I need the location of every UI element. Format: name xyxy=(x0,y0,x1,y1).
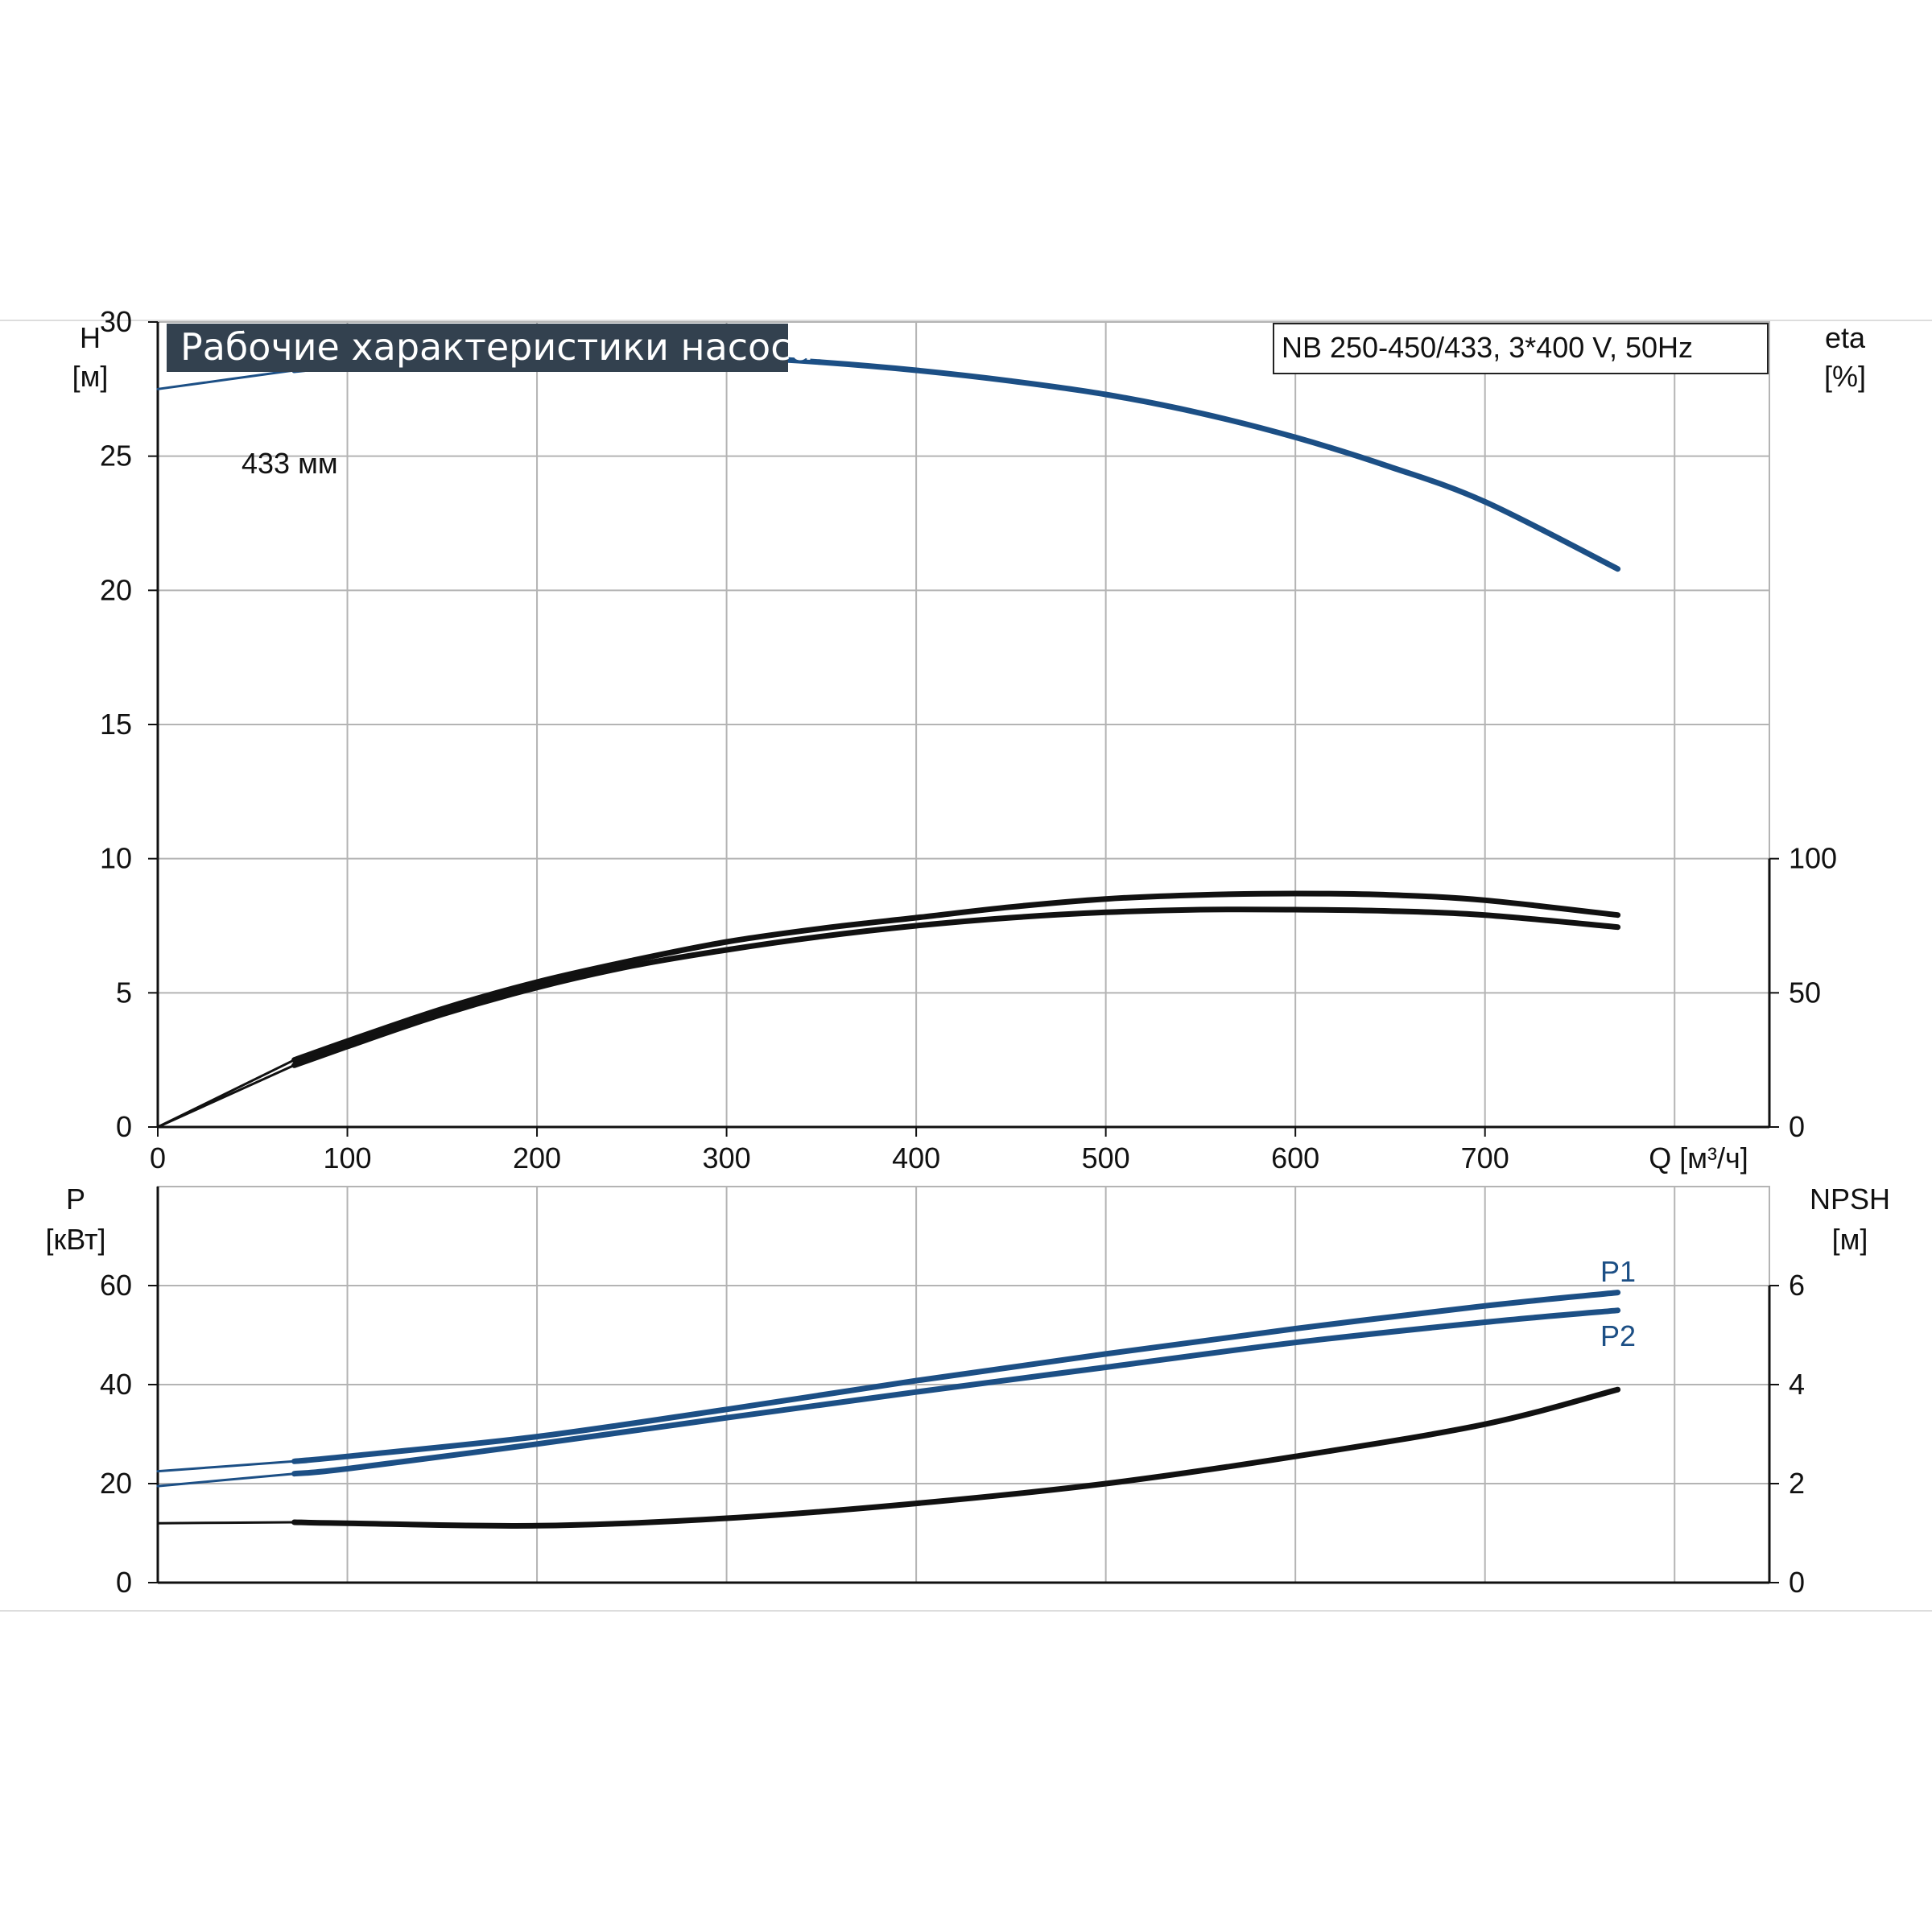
chart-title: Рабочие характеристики насоса xyxy=(180,325,814,369)
p-tick-label: 20 xyxy=(100,1467,132,1500)
eta-tick-label: 100 xyxy=(1789,842,1837,875)
q-tick-label: 700 xyxy=(1461,1141,1509,1174)
eta-axis-label: eta xyxy=(1825,321,1866,354)
title-box: Рабочие характеристики насоса xyxy=(167,324,814,372)
q-tick-label: 200 xyxy=(513,1141,561,1174)
q-tick-label: 300 xyxy=(703,1141,751,1174)
npsh-tick-label: 2 xyxy=(1789,1467,1805,1500)
outer-frame-lines xyxy=(0,320,1932,1612)
top-series-1-line xyxy=(291,890,1621,1063)
eta-tick-label: 0 xyxy=(1789,1110,1805,1143)
model-label: NB 250-450/433, 3*400 V, 50Hz xyxy=(1282,331,1693,364)
eta-axis-unit: [%] xyxy=(1824,360,1866,393)
h-tick-label: 25 xyxy=(100,440,132,473)
bottom-series-1-extension xyxy=(156,1472,296,1488)
h-tick-label: 0 xyxy=(116,1110,132,1143)
series-layer xyxy=(156,351,1621,1529)
top-series-0-extension xyxy=(156,369,296,390)
h-axis-label: H xyxy=(80,321,101,354)
top-series-2-line xyxy=(291,906,1621,1068)
series-labels: 433 мм P1 P2 xyxy=(242,447,1636,1352)
q-tick-label: 500 xyxy=(1082,1141,1130,1174)
q-axis-label: Q [м³/ч] xyxy=(1649,1141,1748,1174)
title-background xyxy=(167,324,788,372)
h-axis-unit: [м] xyxy=(72,360,109,393)
q-tick-label: 0 xyxy=(150,1141,166,1174)
model-box: NB 250-450/433, 3*400 V, 50Hz xyxy=(1273,323,1769,374)
eta-tick-label: 50 xyxy=(1789,976,1821,1009)
top-grid xyxy=(157,321,1770,1128)
h-tick-label: 15 xyxy=(100,708,132,741)
bottom-series-2-line xyxy=(291,1386,1621,1529)
q-tick-label: 600 xyxy=(1271,1141,1319,1174)
bottom-series-2-extension xyxy=(156,1521,296,1525)
p1-label: P1 xyxy=(1600,1255,1636,1288)
bottom-series-0-extension xyxy=(156,1459,296,1473)
p-tick-label: 60 xyxy=(100,1269,132,1302)
p-axis-label: P xyxy=(66,1183,85,1216)
q-tick-label: 100 xyxy=(323,1141,371,1174)
axis-unit-labels: H [м] eta [%] Q [м³/ч] P [кВт] NPSH [м] xyxy=(45,321,1890,1256)
h-tick-label: 5 xyxy=(116,976,132,1009)
bottom-series-1-line xyxy=(291,1307,1621,1477)
npsh-tick-label: 4 xyxy=(1789,1368,1805,1401)
h-tick-label: 20 xyxy=(100,573,132,606)
p-tick-label: 0 xyxy=(116,1566,132,1599)
p-axis-unit: [кВт] xyxy=(45,1223,105,1256)
npsh-axis-label: NPSH xyxy=(1810,1183,1890,1216)
p-tick-label: 40 xyxy=(100,1368,132,1401)
bottom-series-0-line xyxy=(291,1290,1621,1464)
npsh-axis-unit: [м] xyxy=(1832,1223,1868,1256)
top-series-0-line xyxy=(291,351,1621,572)
h-tick-label: 10 xyxy=(100,842,132,875)
impeller-diameter-label: 433 мм xyxy=(242,447,338,480)
model-box-frame xyxy=(1273,323,1769,374)
h-tick-label: 30 xyxy=(100,305,132,338)
p2-label: P2 xyxy=(1600,1319,1636,1352)
q-tick-label: 400 xyxy=(892,1141,940,1174)
npsh-tick-label: 0 xyxy=(1789,1566,1805,1599)
npsh-tick-label: 6 xyxy=(1789,1269,1805,1302)
top-series-2-extension xyxy=(156,1063,296,1129)
axes xyxy=(148,321,1779,1584)
